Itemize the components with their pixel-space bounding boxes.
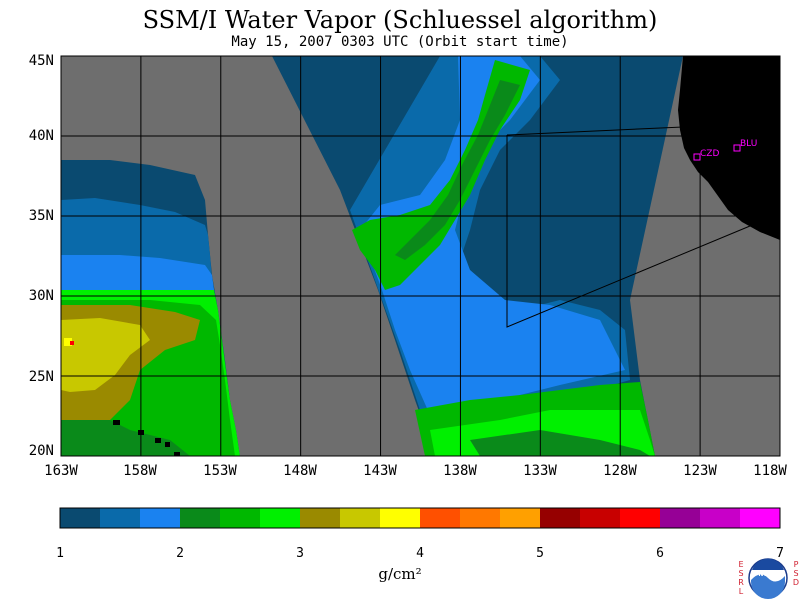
map-frame xyxy=(60,55,781,457)
lon-label: 158W xyxy=(123,463,157,479)
map-gridlines xyxy=(61,56,780,456)
colorbar-swatch xyxy=(180,508,221,528)
colorbar-swatch xyxy=(540,508,581,528)
colorbar-swatch xyxy=(500,508,541,528)
colorbar-tick-label: 1 xyxy=(56,546,64,561)
lon-label: 133W xyxy=(523,463,557,479)
colorbar-tick-label: 3 xyxy=(296,546,304,561)
colorbar-unit-label: g/cm² xyxy=(378,565,422,583)
colorbar-swatch xyxy=(580,508,621,528)
colorbar-tick-label: 5 xyxy=(536,546,544,561)
lon-label: 123W xyxy=(683,463,717,479)
colorbar-swatch xyxy=(700,508,741,528)
colorbar xyxy=(60,508,781,528)
colorbar-swatch xyxy=(220,508,261,528)
colorbar-swatch xyxy=(460,508,501,528)
eastern-swath xyxy=(272,56,683,456)
lat-label: 25N xyxy=(28,369,54,385)
station-markers: CZD BLU xyxy=(693,139,757,161)
colorbar-swatch xyxy=(380,508,421,528)
noaa-logo-text: NOAA xyxy=(758,571,778,578)
colorbar-swatch xyxy=(420,508,461,528)
noaa-logo: NOAA xyxy=(748,558,788,599)
chart-subtitle: May 15, 2007 0303 UTC (Orbit start time) xyxy=(231,34,569,50)
colorbar-tick-label: 7 xyxy=(776,546,784,561)
colorbar-swatch xyxy=(660,508,701,528)
chart-title: SSM/I Water Vapor (Schluessel algorithm) xyxy=(142,6,658,34)
station-blu-marker xyxy=(733,144,741,152)
lat-label: 20N xyxy=(28,443,54,459)
lon-label: 118W xyxy=(753,463,787,479)
lon-label: 148W xyxy=(283,463,317,479)
sector-outline xyxy=(506,135,751,328)
colorbar-tick-label: 2 xyxy=(176,546,184,561)
lat-label: 40N xyxy=(28,128,54,144)
lon-label: 138W xyxy=(443,463,477,479)
lon-label: 128W xyxy=(603,463,637,479)
lat-label: 30N xyxy=(28,288,54,304)
land-california xyxy=(678,56,780,240)
station-czd-marker xyxy=(693,153,701,161)
colorbar-swatch xyxy=(620,508,661,528)
western-swath xyxy=(61,160,240,456)
lon-label: 163W xyxy=(44,463,78,479)
colorbar-swatch xyxy=(100,508,141,528)
lat-label: 35N xyxy=(28,208,54,224)
colorbar-swatch xyxy=(740,508,781,528)
lon-label: 153W xyxy=(203,463,237,479)
colorbar-swatch xyxy=(340,508,381,528)
station-czd-label: CZD xyxy=(700,149,719,159)
colorbar-swatch xyxy=(60,508,101,528)
lon-label: 143W xyxy=(363,463,397,479)
colorbar-swatch xyxy=(300,508,341,528)
colorbar-swatch xyxy=(260,508,301,528)
station-blu-label: BLU xyxy=(740,139,757,149)
colorbar-swatch xyxy=(140,508,181,528)
colorbar-tick-label: 6 xyxy=(656,546,664,561)
colorbar-tick-label: 4 xyxy=(416,546,424,561)
lat-label: 45N xyxy=(28,53,54,69)
